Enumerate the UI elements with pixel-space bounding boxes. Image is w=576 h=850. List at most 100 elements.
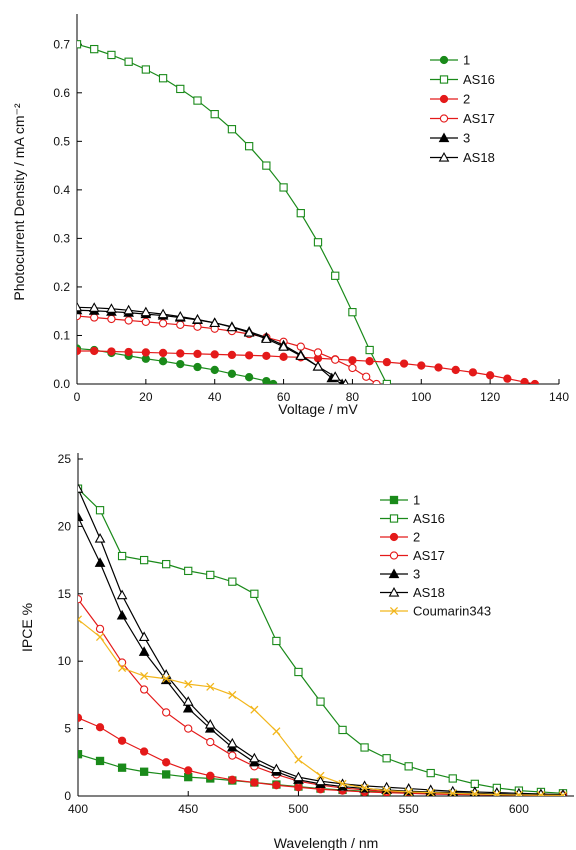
chart2-legend-entry-1-label: 1 [413,493,420,508]
chart2-series-as16-point [294,667,303,677]
chart1-x-tick-label: 40 [208,390,222,404]
chart1-y-tick-label: 0.6 [53,86,70,100]
chart1-series-as17-point [176,320,185,329]
chart1-x-axis-label: Voltage / mV [278,401,358,417]
chart1-series-as16-point [365,345,374,355]
chart2-x-tick-label: 450 [178,802,198,816]
chart1-series-1-point [176,359,185,369]
chart1-series-as16-point [279,183,288,192]
chart1-legend-entry-3-marker [438,132,450,143]
chart1-series-2-point [77,346,82,356]
chart1-series-as17-point [362,372,371,381]
chart1-series-2-point [365,357,374,366]
chart1-series-2-point [468,368,478,377]
chart2-series-coumarin343-point [184,680,193,689]
chart2-series-as18-point [138,631,150,642]
chart1-x-tick-label: 140 [549,390,569,404]
chart1-series-1-line [77,347,274,384]
chart1-series-2-point [520,377,529,384]
chart2-series-as16-point [404,762,413,771]
chart2-legend: 1 AS16 2 AS17 3 AS18 Coumarin343 [380,493,491,619]
chart2-series-coumarin343-point [140,671,149,681]
chart1-series-2-point [244,351,254,360]
chart1-legend-entry-3-label: 3 [463,131,470,146]
chart2-series-as17-line [78,598,563,796]
chart1-series-as16-point [210,110,219,119]
chart2-series-1-point [162,770,171,779]
chart2-legend-entry-as16-label: AS16 [413,511,445,526]
chart1-x-tick-label: 120 [480,390,500,404]
chart2-series-as16-point [117,551,127,561]
chart1-series-as18-point [342,378,349,384]
chart2-plot-area [78,483,568,796]
chart1-series-as17-point [372,379,381,384]
chart1-series-1-point [244,373,254,382]
chart2-series-as16-point [272,636,281,646]
chart2-series-as17-point [184,724,193,733]
chart1-series-as16 [77,40,392,384]
chart2-x-tick-label: 550 [399,802,419,816]
chart2-y-tick-label: 10 [58,654,72,668]
chart2-series-3-point [182,702,194,713]
chart1-y-tick-label: 0.7 [53,37,70,51]
chart1-series-2-point [530,379,540,384]
chart1-series-2-point [124,347,133,357]
chart1-series-1-point [210,365,219,375]
chart1-series-2-point [485,371,495,380]
chart2-series-as18-point [78,483,84,493]
chart2-y-tick-label: 20 [58,519,72,533]
chart1-x-tick-label: 60 [277,390,291,404]
chart1-series-2-point [210,350,219,359]
chart2-series-as18-point [226,737,238,748]
chart2-x-axis-label: Wavelength / nm [274,835,379,850]
chart1-y-tick-label: 0.5 [53,134,70,148]
chart1-series-2-point [227,350,237,360]
chart2-series-as18-point [204,719,216,729]
chart1-series-as17-point [193,322,202,331]
chart1-x-tick-label: 20 [139,390,153,404]
chart1-series-as18-point [329,371,341,381]
chart2-series-2-point [162,758,171,767]
chart2-series-as18-point [116,589,128,600]
chart1-legend-entry-1-marker [439,55,449,65]
chart1-series-2-point [417,361,426,370]
chart2-legend-entry-as18-label: AS18 [413,585,445,600]
chart2-series-3-point [138,646,150,656]
chart2-series-coumarin343-point [382,786,391,795]
chart1-series-1-point [262,376,271,384]
chart2-series-as16-point [426,768,435,778]
chart2-legend-entry-as18-marker [388,586,400,597]
chart2-series-as18-point [271,763,282,774]
chart1-legend-entry-as18-label: AS18 [463,150,495,165]
chart2-series-1-point [95,756,105,766]
chart2-series-2-point [184,766,193,775]
chart2-series-coumarin343 [78,615,568,796]
chart1-series-as16-point [348,308,357,317]
chart1-series-2-point [382,358,392,367]
chart1-series-as16-point [193,96,202,105]
chart2-x-tick-label: 600 [509,802,529,816]
chart2-series-coumarin343-point [404,787,413,796]
chart2-series-as17-point [228,751,237,760]
chart2-series-as16-line [78,488,564,794]
chart2-y-tick-label: 25 [58,452,72,466]
chart2-series-2-point [228,775,237,784]
chart2-series-as16-point [206,570,215,580]
chart1-series-2-point [348,356,357,365]
chart1-x-tick-label: 100 [411,390,431,404]
chart1-series-as16-point [77,40,82,49]
chart2-series-as16-point [382,754,391,763]
chart2-series-coumarin343-line [78,618,563,796]
chart1-series-2-point [90,346,99,356]
chart2-series-2-point [250,778,259,787]
chart2-series-coumarin343-point [78,615,83,624]
chart1-series-as18-point [295,350,307,360]
chart2-legend-entry-2-marker [389,532,399,542]
chart1-series-2-point [193,349,202,359]
chart1-series-as18-point [192,313,203,324]
chart2-series-2-point [272,781,281,790]
chart2-series-as16-point [95,506,105,515]
chart2-y-tick-label: 15 [58,587,72,601]
chart2-series-as16-point [316,697,325,706]
